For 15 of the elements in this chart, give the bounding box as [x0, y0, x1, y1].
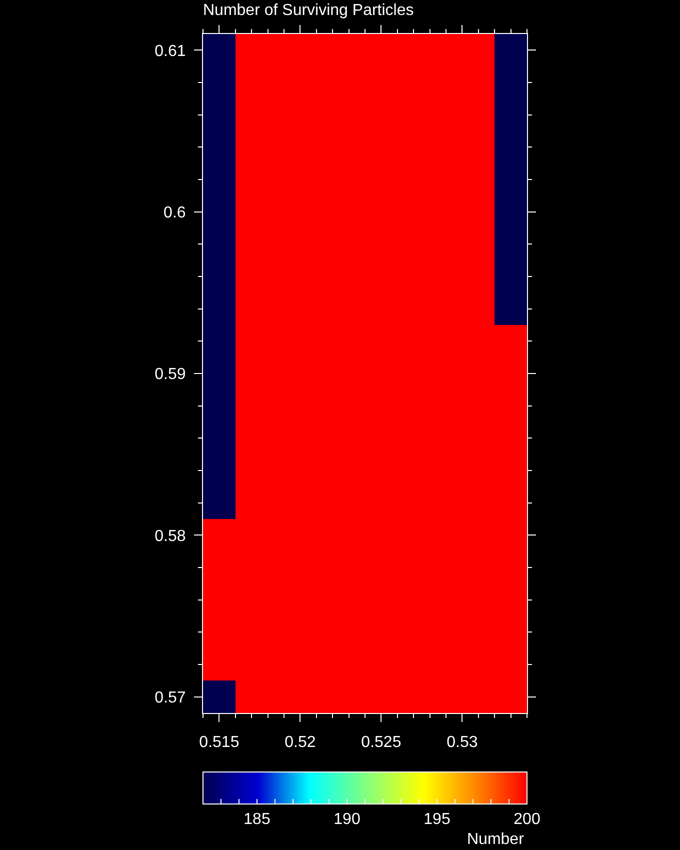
y-tick-label: 0.58	[154, 528, 186, 545]
y-tick-label: 0.61	[154, 42, 186, 60]
x-tick-label: 0.525	[361, 734, 402, 752]
color-bar-label: 190	[334, 811, 360, 828]
chart-title: Number of Surviving Particles	[203, 2, 414, 20]
color-bar-label: 185	[244, 811, 270, 828]
color-bar-title: Number	[467, 831, 525, 848]
x-tick-label: 0.515	[199, 734, 240, 752]
y-tick-label: 0.6	[164, 204, 186, 222]
y-tick-label: 0.57	[154, 689, 186, 706]
y-tick-label: 0.59	[154, 366, 186, 384]
color-bar-label: 195	[424, 811, 450, 828]
color-bar-label: 200	[514, 811, 540, 828]
x-tick-label: 0.53	[446, 734, 478, 752]
x-tick-label: 0.52	[284, 734, 316, 752]
